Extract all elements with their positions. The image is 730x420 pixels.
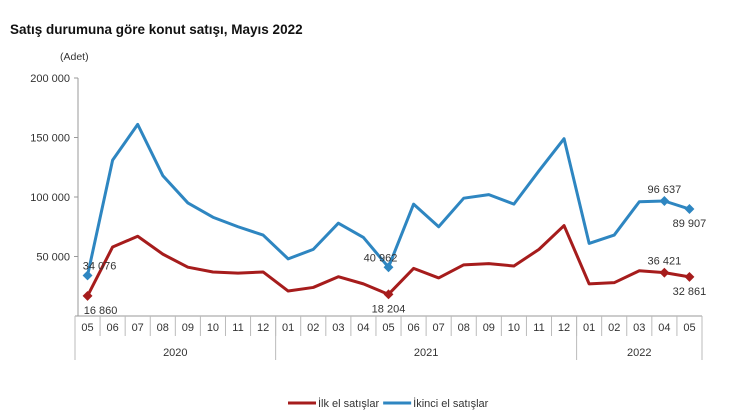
- x-tick-label: 12: [558, 322, 570, 334]
- x-tick-label: 10: [207, 322, 219, 334]
- year-label: 2020: [163, 347, 187, 359]
- x-tick-label: 11: [232, 322, 243, 334]
- x-tick-label: 09: [182, 322, 194, 334]
- y-tick-label: 100 000: [30, 192, 70, 204]
- data-point-marker: [82, 290, 93, 301]
- x-tick-label: 02: [608, 322, 620, 334]
- data-point-marker: [659, 196, 670, 206]
- data-point-marker: [684, 271, 695, 282]
- y-tick-label: 50 000: [36, 252, 70, 264]
- legend-label: İlk el satışlar: [318, 397, 379, 410]
- data-point-marker: [659, 267, 670, 278]
- y-axis-label: (Adet): [60, 51, 89, 63]
- x-tick-label: 08: [157, 322, 169, 334]
- x-tick-label: 09: [483, 322, 495, 334]
- data-point-marker: [684, 204, 695, 214]
- x-tick-label: 01: [282, 322, 294, 334]
- data-label: 16 860: [84, 305, 118, 317]
- x-tick-label: 11: [533, 322, 544, 334]
- x-tick-label: 05: [382, 322, 394, 334]
- x-tick-label: 04: [357, 322, 369, 334]
- x-tick-label: 02: [307, 322, 319, 334]
- x-tick-label: 08: [458, 322, 470, 334]
- x-tick-label: 05: [81, 322, 93, 334]
- data-label: 89 907: [673, 218, 707, 230]
- x-tick-label: 10: [508, 322, 520, 334]
- x-tick-label: 07: [433, 322, 445, 334]
- x-tick-label: 06: [106, 322, 118, 334]
- data-label: 96 637: [648, 184, 682, 196]
- year-label: 2022: [627, 347, 651, 359]
- y-tick-label: 200 000: [30, 73, 70, 85]
- x-tick-label: 12: [257, 322, 269, 334]
- data-point-marker: [383, 262, 394, 273]
- x-tick-label: 05: [683, 322, 695, 334]
- x-tick-label: 01: [583, 322, 595, 334]
- x-tick-label: 03: [332, 322, 344, 334]
- x-tick-label: 04: [658, 322, 670, 334]
- year-label: 2021: [414, 347, 438, 359]
- data-label: 34 076: [83, 260, 117, 272]
- x-tick-label: 06: [407, 322, 419, 334]
- data-label: 40 962: [364, 252, 398, 264]
- data-label: 36 421: [648, 256, 682, 268]
- y-tick-label: 150 000: [30, 133, 70, 145]
- x-tick-label: 03: [633, 322, 645, 334]
- chart-title: Satış durumuna göre konut satışı, Mayıs …: [10, 22, 303, 37]
- data-point-marker: [383, 289, 394, 300]
- data-label: 32 861: [673, 286, 707, 298]
- legend-label: İkinci el satışlar: [413, 397, 489, 410]
- x-tick-label: 07: [132, 322, 144, 334]
- data-label: 18 204: [372, 303, 406, 315]
